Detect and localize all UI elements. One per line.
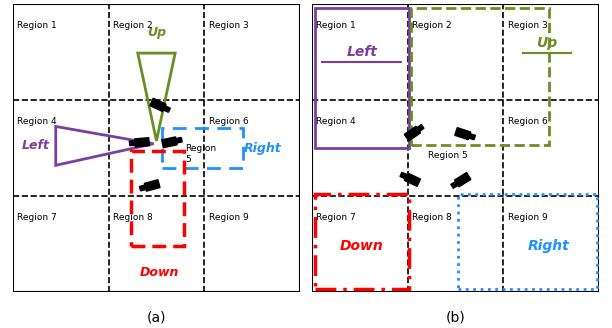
Text: Region 8: Region 8: [412, 213, 452, 222]
Text: Up: Up: [147, 26, 166, 39]
Text: Region 7: Region 7: [316, 213, 356, 222]
Polygon shape: [405, 126, 420, 141]
Text: Region 6: Region 6: [509, 117, 548, 126]
Text: Region
5: Region 5: [185, 144, 217, 163]
Text: Region 4: Region 4: [17, 117, 57, 126]
Text: Region 6: Region 6: [209, 117, 249, 126]
Polygon shape: [140, 185, 146, 191]
Text: Region 5: Region 5: [428, 151, 468, 160]
Polygon shape: [405, 173, 420, 186]
Text: Region 9: Region 9: [209, 213, 249, 222]
Polygon shape: [455, 173, 471, 187]
Text: Region 9: Region 9: [509, 213, 548, 222]
Text: Region 2: Region 2: [113, 21, 153, 31]
Text: Left: Left: [21, 139, 50, 152]
Text: Region 4: Region 4: [316, 117, 356, 126]
Bar: [315, 9, 409, 148]
Text: Down: Down: [140, 266, 179, 279]
Text: (b): (b): [446, 311, 465, 325]
Polygon shape: [150, 98, 166, 112]
Polygon shape: [129, 141, 135, 146]
Text: Down: Down: [340, 239, 384, 253]
Polygon shape: [400, 172, 407, 179]
Text: Up: Up: [536, 36, 557, 50]
Polygon shape: [417, 125, 424, 132]
Text: Region 1: Region 1: [316, 21, 356, 31]
Bar: [458, 194, 597, 289]
Text: Right: Right: [528, 239, 570, 253]
Text: Region 3: Region 3: [209, 21, 249, 31]
Text: Region 7: Region 7: [17, 213, 57, 222]
Polygon shape: [162, 137, 177, 148]
Polygon shape: [135, 138, 149, 147]
Bar: [130, 151, 184, 246]
Text: Right: Right: [244, 142, 282, 154]
Text: Region 3: Region 3: [509, 21, 548, 31]
Polygon shape: [144, 180, 160, 191]
Text: Region 8: Region 8: [113, 213, 153, 222]
Bar: [162, 128, 243, 168]
Polygon shape: [176, 137, 182, 143]
Text: (a): (a): [147, 311, 166, 325]
Text: Left: Left: [346, 45, 378, 59]
Polygon shape: [163, 106, 170, 112]
Text: Region 1: Region 1: [17, 21, 57, 31]
Polygon shape: [469, 134, 476, 140]
Text: Region 2: Region 2: [412, 21, 452, 31]
Bar: [315, 194, 409, 289]
Polygon shape: [455, 128, 471, 140]
Bar: [411, 9, 549, 145]
Polygon shape: [451, 181, 458, 188]
